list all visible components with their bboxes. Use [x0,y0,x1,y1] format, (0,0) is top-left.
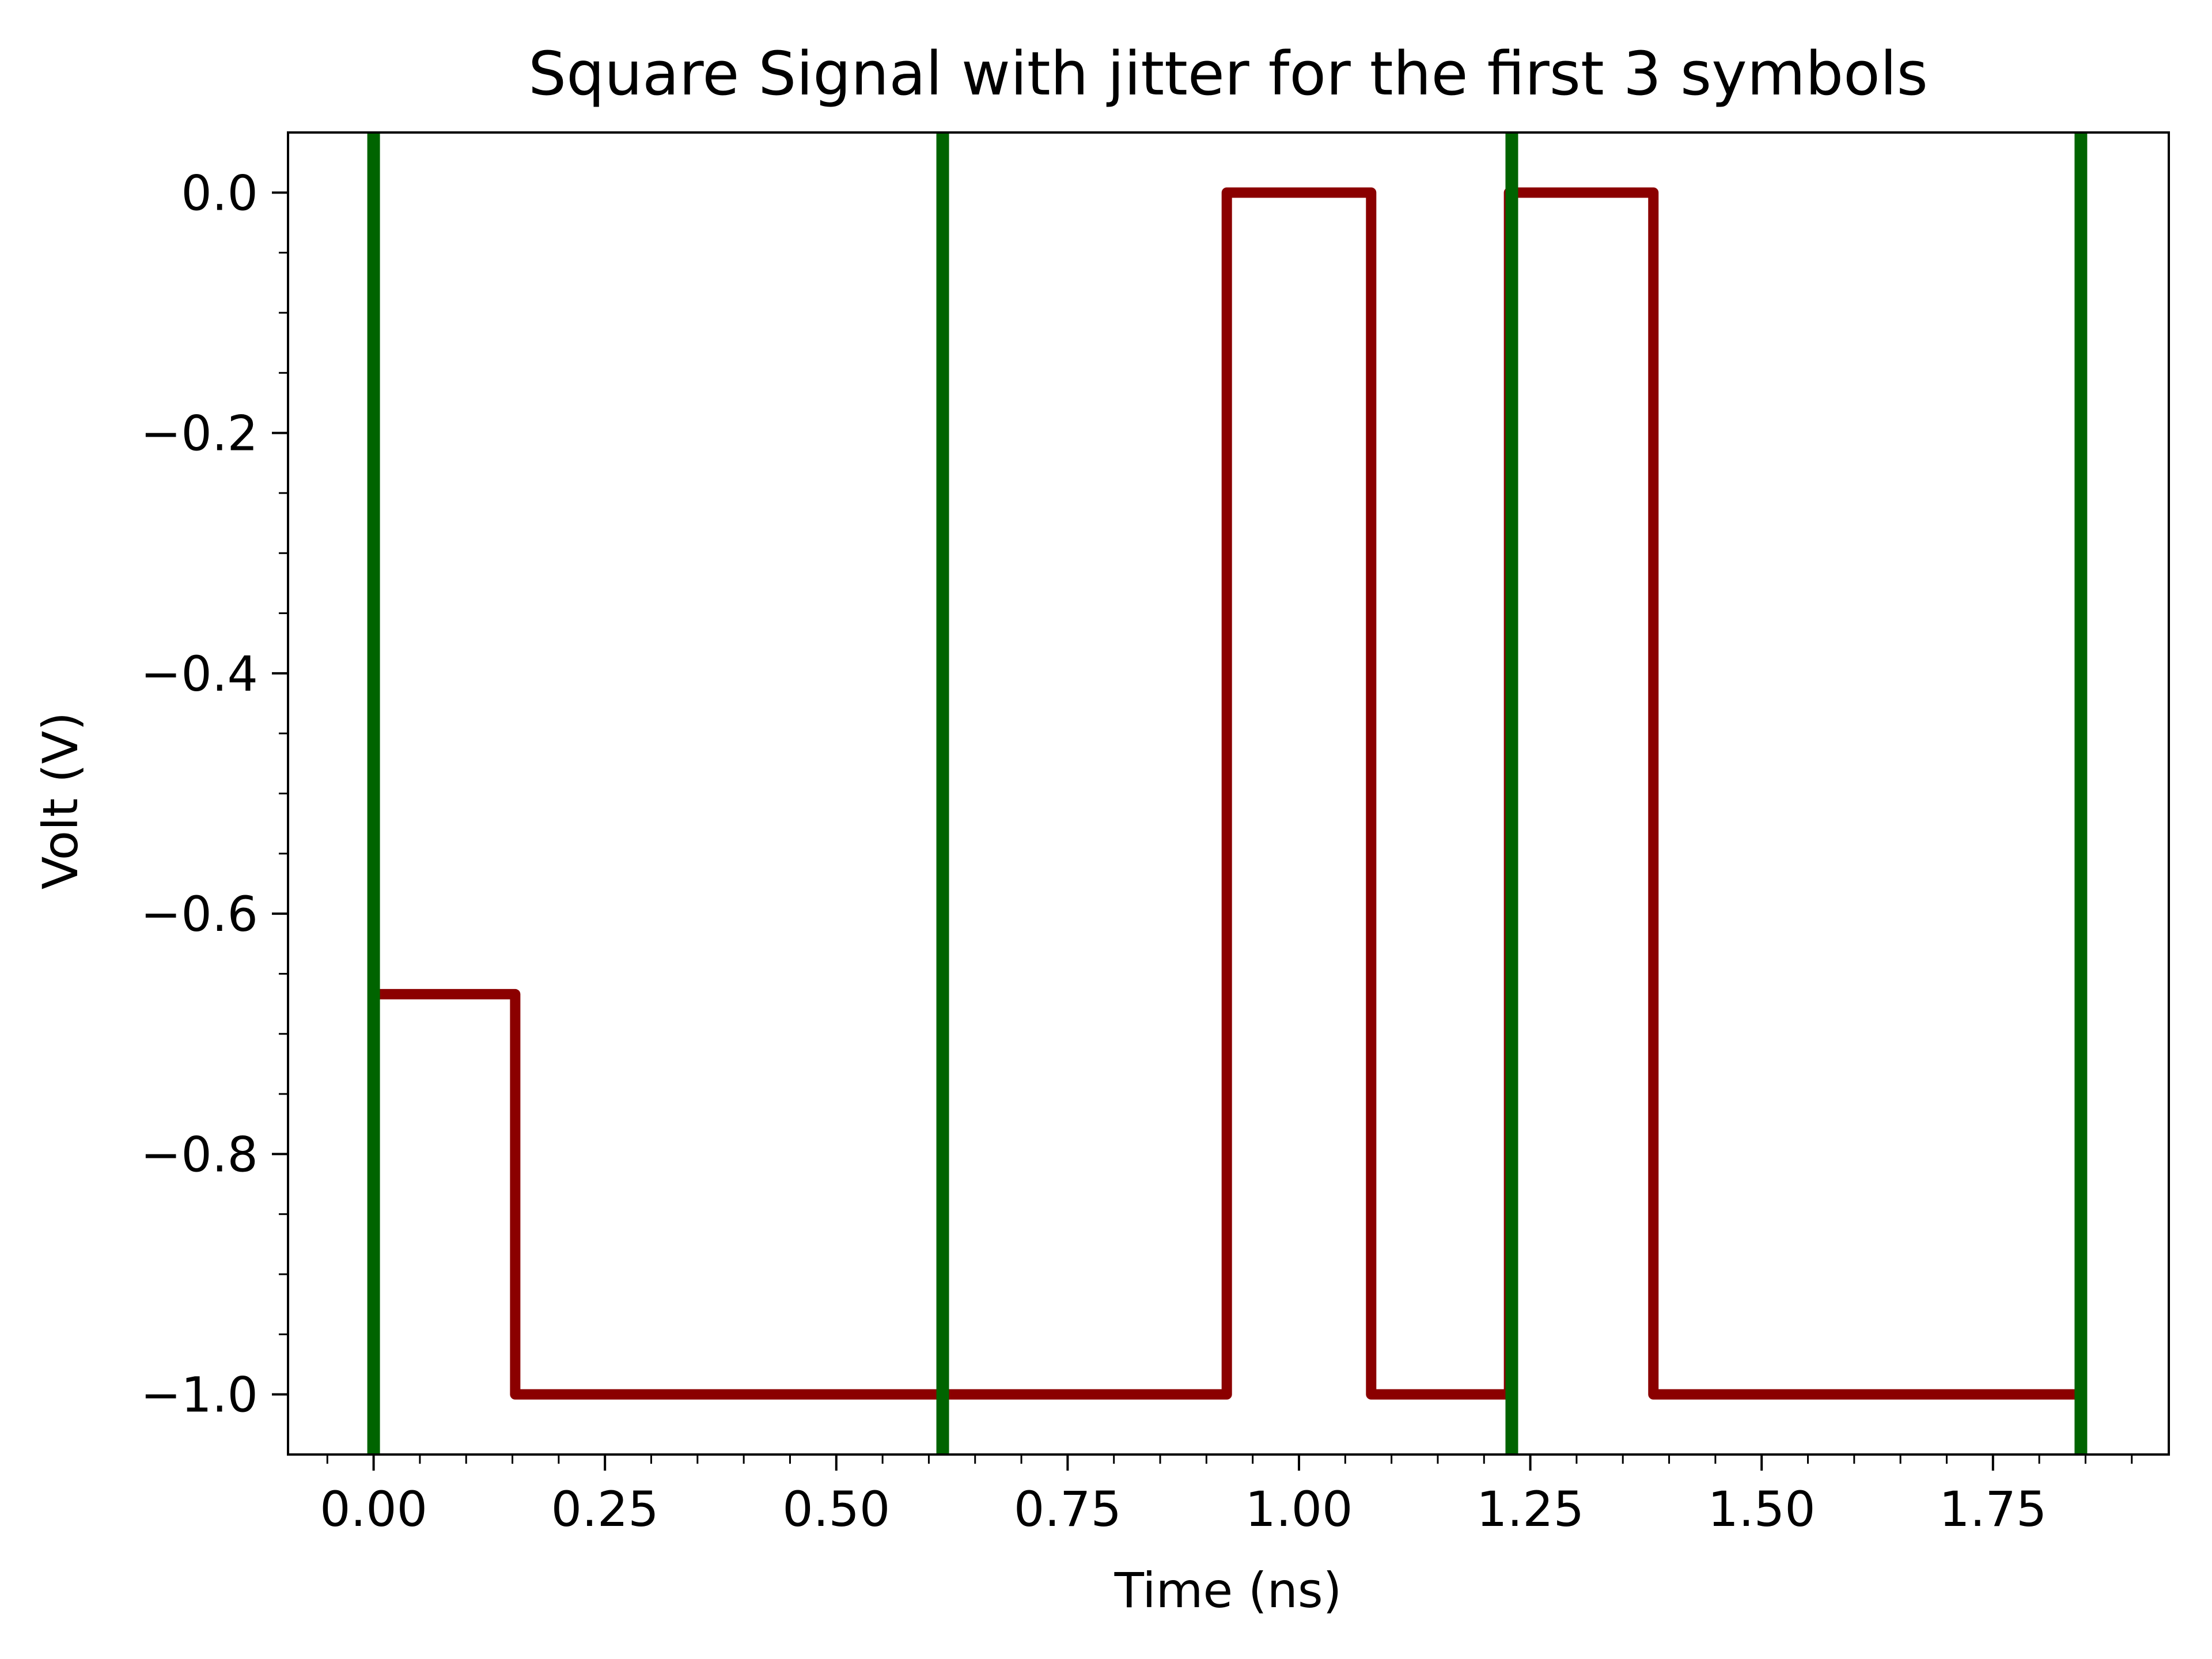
x-axis-label: Time (ns) [1114,1562,1342,1619]
chart-title: Square Signal with jitter for the first … [528,39,1928,109]
signal-line-0 [368,187,2082,1400]
axis-ticks: 0.00 0.25 0.50 0.75 1.00 1.25 1.50 1.75 0.0 −0.2 −… [141,165,2133,1537]
x-tick-label: 1.00 [1245,1481,1353,1537]
x-tick-label: 0.50 [782,1481,890,1537]
y-tick-label: −1.0 [141,1367,258,1423]
y-tick-label: −0.6 [141,886,258,942]
x-tick-label: 1.25 [1476,1481,1584,1537]
x-tick-label: 1.75 [1939,1481,2047,1537]
x-tick-label: 0.75 [1014,1481,1122,1537]
y-tick-label: 0.0 [181,165,258,221]
x-tick-label: 0.00 [320,1481,427,1537]
y-axis-label: Volt (V) [32,712,89,889]
y-tick-label: −0.4 [141,646,258,702]
y-tick-label: −0.2 [141,406,258,462]
x-tick-label: 0.25 [551,1481,659,1537]
y-tick-label: −0.8 [141,1126,258,1183]
x-tick-label: 1.50 [1708,1481,1816,1537]
plot-area [367,132,2088,1455]
